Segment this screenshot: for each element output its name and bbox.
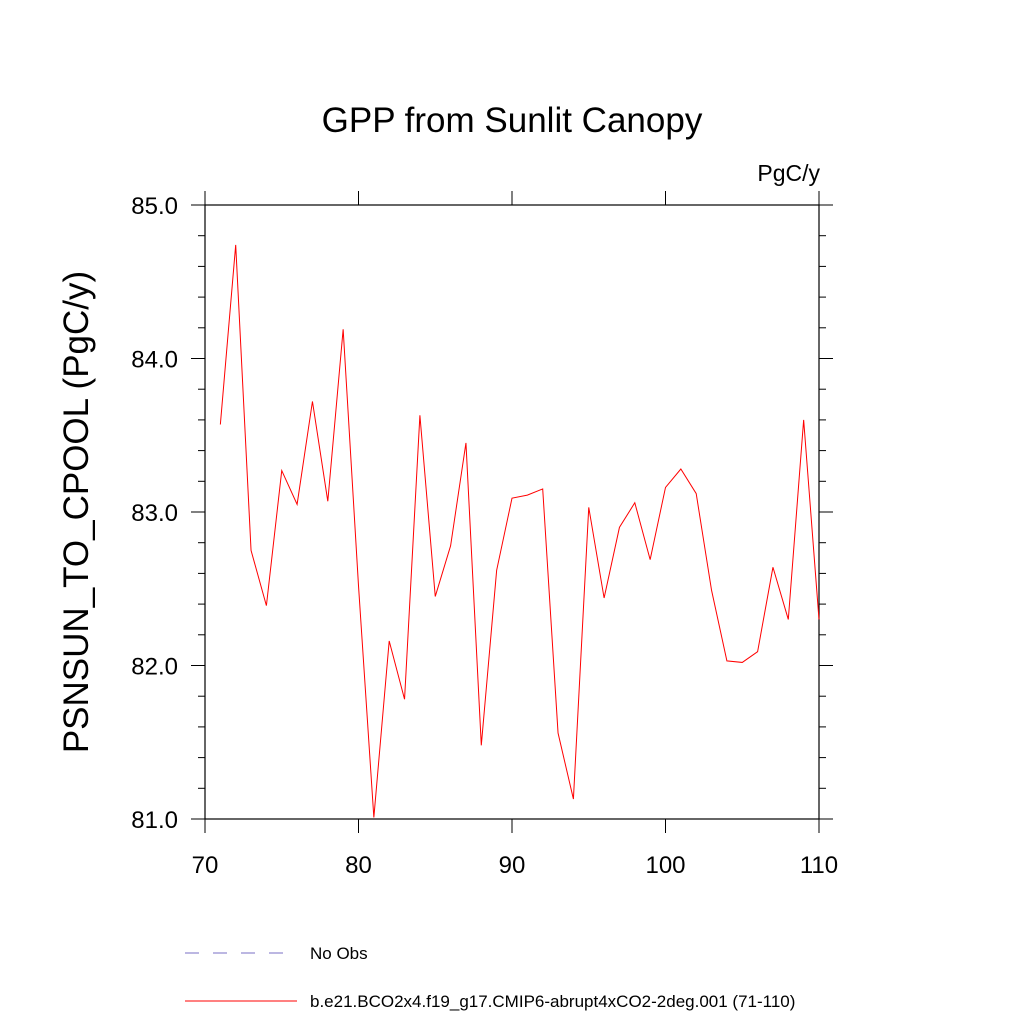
x-tick-label: 80: [345, 852, 372, 879]
y-axis-label: PSNSUN_TO_CPOOL (PgC/y): [57, 271, 96, 753]
tick-labels: 70 80 90 100 110 81.0 82.0 83.0 84.0 85.0: [131, 193, 838, 879]
plot-frame: [204, 204, 820, 820]
series-line-0: [219, 244, 820, 818]
x-tick-label: 90: [499, 852, 526, 879]
legend-label-model-run: b.e21.BCO2x4.f19_g17.CMIP6-abrupt4xCO2-2…: [310, 992, 795, 1011]
axis-ticks: [191, 191, 833, 833]
series-layer: [219, 244, 820, 818]
x-tick-label: 70: [192, 852, 219, 879]
units-label: PgC/y: [757, 160, 820, 186]
y-tick-label: 81.0: [131, 807, 178, 834]
chart-title: GPP from Sunlit Canopy: [322, 101, 703, 140]
x-tick-label: 110: [800, 852, 838, 879]
legend-label-no-obs: No Obs: [310, 944, 368, 963]
y-tick-label: 85.0: [131, 193, 178, 220]
legend: No Obs b.e21.BCO2x4.f19_g17.CMIP6-abrupt…: [185, 944, 795, 1011]
y-tick-label: 84.0: [131, 347, 178, 374]
x-tick-label: 100: [645, 852, 685, 879]
y-tick-label: 82.0: [131, 654, 178, 681]
y-tick-label: 83.0: [131, 500, 178, 527]
